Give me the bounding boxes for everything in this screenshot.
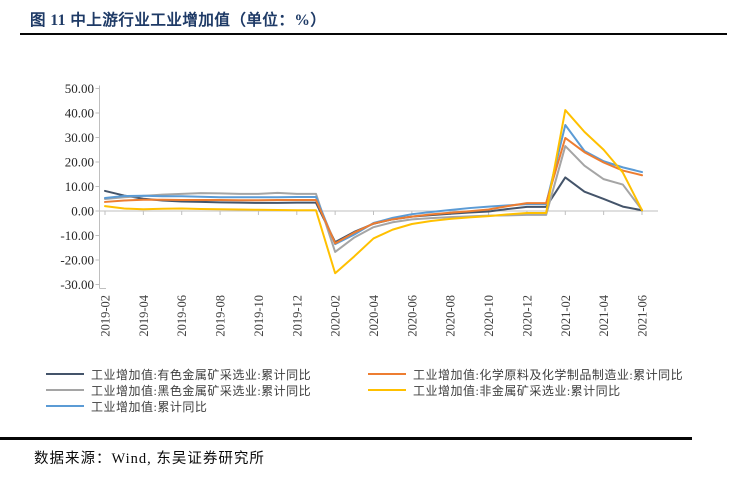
- y-axis-label: 30.00: [65, 130, 94, 145]
- legend-line-swatch: [368, 389, 406, 391]
- chart-legend: 工业增加值:有色金属矿采选业:累计同比 工业增加值:黑色金属矿采选业:累计同比 工业…: [0, 366, 730, 418]
- x-axis-label: 2019-04: [137, 294, 151, 336]
- y-axis-label: 40.00: [65, 106, 94, 121]
- x-axis-label: 2019-08: [214, 295, 228, 337]
- x-axis-label: 2021-04: [597, 294, 611, 336]
- x-axis-label: 2021-06: [636, 295, 650, 337]
- x-axis-label: 2020-04: [367, 294, 381, 336]
- legend-item: 工业增加值:非金属矿采选业:累计同比: [368, 382, 683, 398]
- x-axis-label: 2020-12: [520, 295, 534, 337]
- y-axis-label: 0.00: [71, 204, 94, 219]
- footer-rule: [0, 437, 692, 440]
- y-axis-label: -30.00: [60, 277, 94, 292]
- y-axis-label: -10.00: [60, 228, 94, 243]
- series-line-4: [104, 109, 643, 275]
- chart-area: 50.00 40.00 30.00 20.00 10.00 0.00 -10.00 -20.0…: [0, 50, 730, 365]
- x-axis-label: 2020-06: [405, 295, 419, 337]
- legend-item: 工业增加值:有色金属矿采选业:累计同比: [46, 366, 311, 382]
- legend-column-1: 工业增加值:化学原料及化学制品制造业:累计同比 工业增加值:非金属矿采选业:累计同…: [368, 366, 683, 398]
- series-line-1: [104, 145, 643, 253]
- title-rule: [20, 33, 727, 35]
- legend-item: 工业增加值:化学原料及化学制品制造业:累计同比: [368, 366, 683, 382]
- legend-label: 工业增加值:累计同比: [91, 399, 208, 414]
- figure-title: 图 11 中上游行业工业增加值（单位：%）: [30, 12, 327, 29]
- series-line-0: [104, 176, 643, 244]
- x-axis-label: 2021-02: [559, 295, 573, 337]
- x-axis-label: 2020-08: [444, 295, 458, 337]
- data-source: 数据来源：Wind, 东吴证券研究所: [34, 451, 265, 467]
- x-axis-label: 2019-06: [175, 295, 189, 337]
- legend-label: 工业增加值:黑色金属矿采选业:累计同比: [91, 383, 312, 398]
- legend-label: 工业增加值:有色金属矿采选业:累计同比: [91, 367, 312, 382]
- legend-column-0: 工业增加值:有色金属矿采选业:累计同比 工业增加值:黑色金属矿采选业:累计同比 工业…: [46, 366, 311, 414]
- legend-line-swatch: [46, 389, 84, 391]
- legend-item: 工业增加值:黑色金属矿采选业:累计同比: [46, 382, 311, 398]
- x-axis-label: 2019-10: [252, 295, 266, 337]
- y-axis-label: 10.00: [65, 179, 94, 194]
- y-axis-label: -20.00: [60, 253, 94, 268]
- legend-label: 工业增加值:化学原料及化学制品制造业:累计同比: [413, 367, 684, 382]
- line-chart-svg: 50.00 40.00 30.00 20.00 10.00 0.00 -10.00 -20.0…: [60, 81, 658, 337]
- legend-item: 工业增加值:累计同比: [46, 398, 311, 414]
- x-axis-label: 2019-12: [290, 295, 304, 337]
- x-axis-label: 2019-02: [99, 295, 113, 337]
- legend-line-swatch: [368, 373, 406, 375]
- x-axis-label: 2020-02: [329, 295, 343, 337]
- x-axis-label: 2020-10: [482, 295, 496, 337]
- legend-label: 工业增加值:非金属矿采选业:累计同比: [413, 383, 621, 398]
- y-axis-label: 20.00: [65, 155, 94, 170]
- y-axis-label: 50.00: [65, 81, 94, 96]
- legend-line-swatch: [46, 405, 84, 407]
- legend-line-swatch: [46, 373, 84, 375]
